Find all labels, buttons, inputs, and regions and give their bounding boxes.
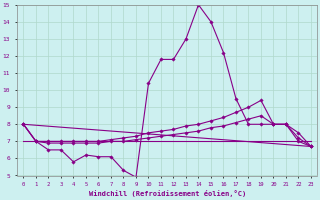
X-axis label: Windchill (Refroidissement éolien,°C): Windchill (Refroidissement éolien,°C) bbox=[89, 190, 246, 197]
